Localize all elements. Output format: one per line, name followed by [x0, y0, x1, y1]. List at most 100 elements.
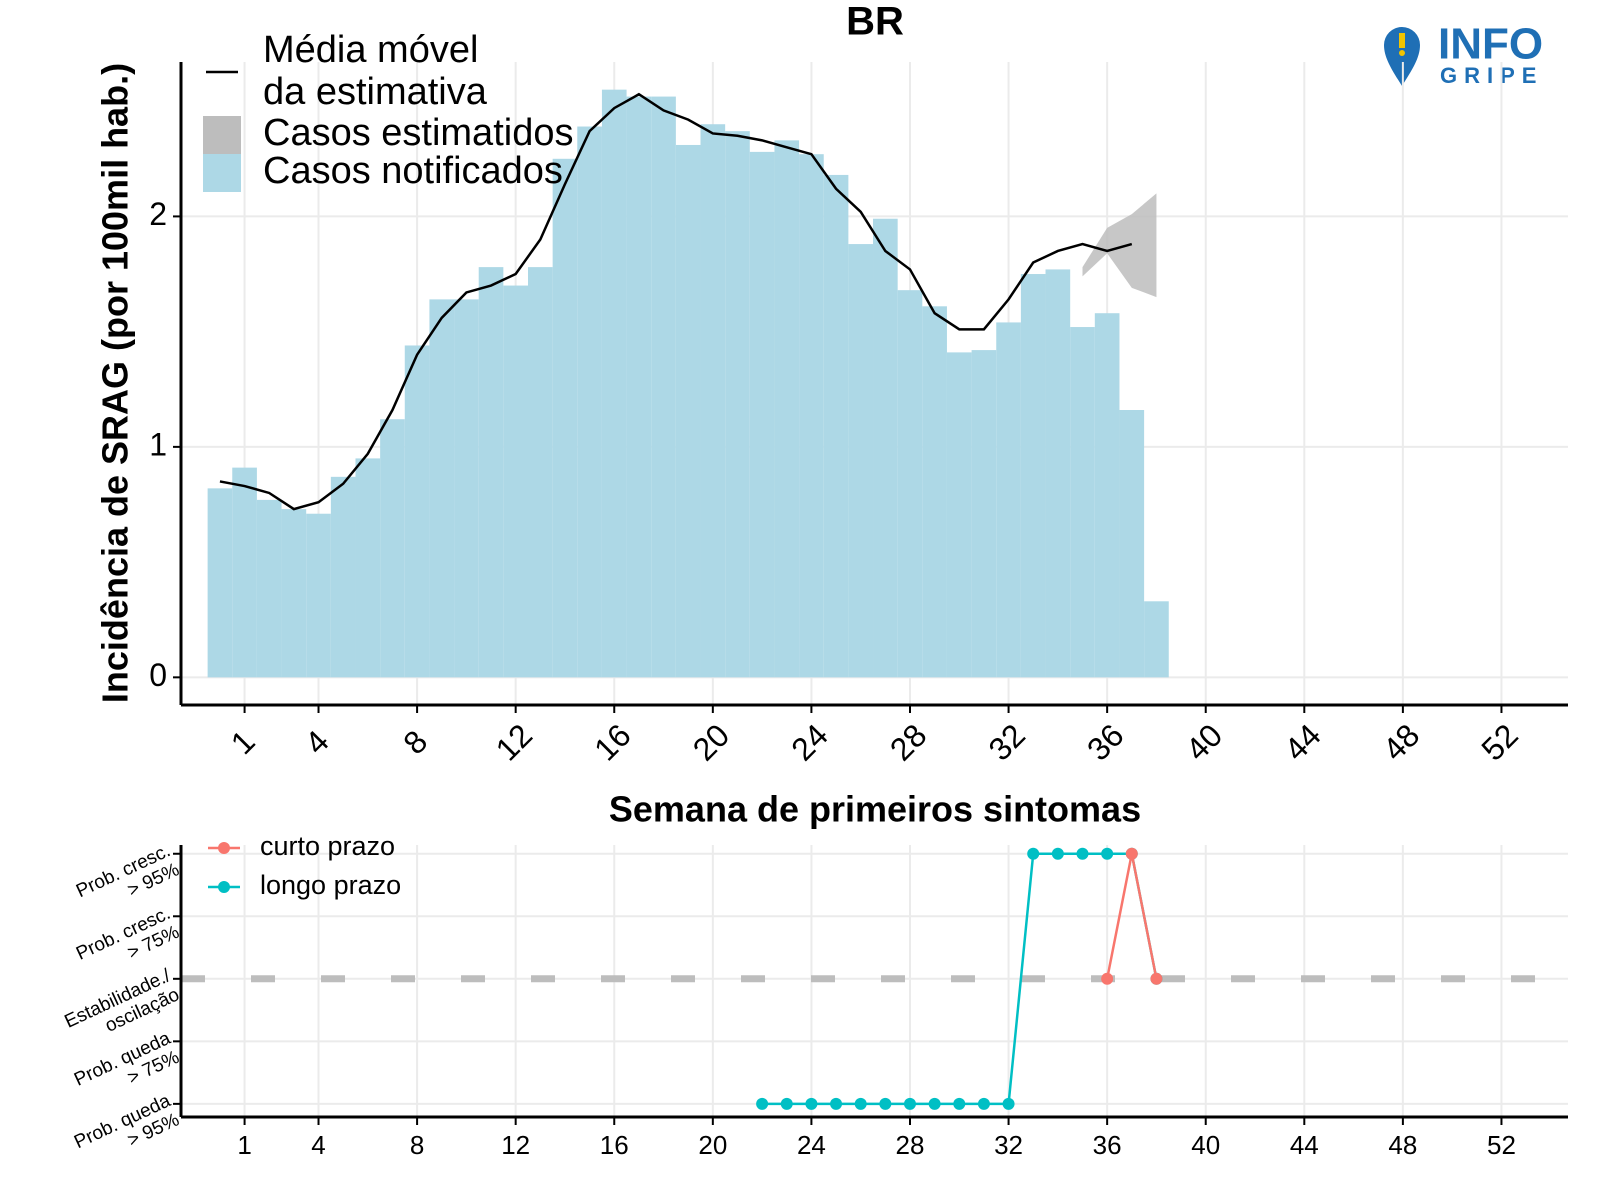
x-tick-label: 40: [1191, 1130, 1220, 1160]
bar: [823, 174, 849, 678]
trend-point: [879, 1097, 892, 1110]
legend-swatch: [218, 842, 230, 854]
x-tick-label: 28: [883, 717, 934, 768]
plot-bottom: Prob. cresc.> 95%Prob. cresc.> 75%Estabi…: [62, 840, 1568, 1172]
trend-point: [1101, 972, 1114, 985]
bar: [626, 96, 652, 678]
bar: [1020, 274, 1046, 678]
legend-label: Casos notificados: [263, 150, 563, 192]
trend-point: [1051, 847, 1064, 860]
x-tick-label: 24: [784, 717, 835, 768]
trend-point: [903, 1097, 916, 1110]
legend-swatch: [218, 881, 230, 893]
trend-point: [1125, 847, 1138, 860]
trend-point: [1101, 847, 1114, 860]
x-tick-label: 44: [1277, 717, 1328, 768]
x-tick-label: 36: [1080, 717, 1131, 768]
logo-text: INFO: [1438, 20, 1543, 69]
bar: [503, 285, 528, 678]
bar: [1144, 601, 1169, 678]
x-tick-label: 24: [797, 1130, 826, 1160]
bar: [355, 458, 381, 678]
trend-point: [1150, 972, 1163, 985]
trend-point: [780, 1097, 793, 1110]
x-tick-label: 20: [698, 1130, 727, 1160]
trend-point: [854, 1097, 867, 1110]
x-tick-label: 4: [298, 723, 336, 761]
bar: [971, 350, 997, 678]
bar: [799, 154, 824, 678]
logo-text: GRIPE: [1440, 63, 1543, 88]
y-tick-label: Prob. queda> 95%: [71, 1090, 183, 1172]
x-tick-label: 32: [981, 717, 1032, 768]
y-tick-label: 2: [149, 196, 167, 232]
x-tick-label: 12: [489, 717, 540, 768]
bar: [281, 509, 307, 678]
trend-point: [1002, 1097, 1015, 1110]
x-tick-label: 8: [410, 1130, 424, 1160]
x-tick-label: 28: [896, 1130, 925, 1160]
bar: [429, 299, 455, 678]
trend-point: [830, 1097, 843, 1110]
bar: [922, 306, 947, 678]
x-tick-label: 36: [1093, 1130, 1122, 1160]
bar: [675, 144, 701, 678]
x-tick-label: 52: [1474, 717, 1525, 768]
x-tick-label: 1: [224, 723, 262, 761]
logo-mark: [1399, 50, 1405, 56]
bar: [700, 124, 726, 678]
trend-point: [953, 1097, 966, 1110]
x-tick-label: 44: [1290, 1130, 1319, 1160]
bar: [404, 345, 430, 678]
bar: [577, 126, 602, 678]
bar: [330, 476, 356, 678]
trend-point: [928, 1097, 941, 1110]
bar: [478, 267, 504, 678]
x-tick-label: 16: [600, 1130, 629, 1160]
x-tick-label: 8: [396, 723, 434, 761]
x-tick-label: 1: [237, 1130, 251, 1160]
legend-label: Média móvel da estimativa: [263, 29, 488, 113]
bar: [552, 158, 578, 678]
bar: [996, 322, 1021, 678]
bar: [454, 299, 479, 678]
trend-point: [756, 1097, 769, 1110]
bar: [848, 244, 874, 678]
trend-point: [1027, 847, 1040, 860]
legend-swatch: [203, 154, 241, 192]
y-tick-label: 0: [149, 657, 167, 693]
legend-label: longo prazo: [260, 870, 401, 900]
x-axis-label: Semana de primeiros sintomas: [609, 789, 1141, 830]
logo: INFO GRIPE: [1384, 20, 1543, 88]
x-tick-label: 16: [587, 717, 638, 768]
bar: [1119, 410, 1145, 678]
trend-point: [1076, 847, 1089, 860]
x-tick-label: 20: [686, 717, 737, 768]
x-tick-label: 12: [501, 1130, 530, 1160]
bar: [306, 513, 331, 678]
logo-pin: [1384, 27, 1420, 86]
legend: curto prazo longo prazo: [208, 831, 401, 900]
bar: [232, 467, 257, 678]
x-tick-label: 48: [1388, 1130, 1417, 1160]
x-tick-label: 40: [1179, 717, 1230, 768]
y-tick-label: 1: [149, 426, 167, 462]
x-tick-label: 52: [1487, 1130, 1516, 1160]
logo-mark: [1399, 33, 1405, 48]
bar: [1094, 313, 1120, 678]
bar: [207, 488, 233, 678]
legend-label: Casos estimatidos: [263, 112, 573, 154]
legend-label: curto prazo: [260, 831, 395, 861]
x-tick-label: 32: [994, 1130, 1023, 1160]
x-tick-label: 48: [1376, 717, 1427, 768]
bar: [897, 290, 923, 678]
bar: [774, 140, 800, 678]
estimate-band: [1082, 193, 1157, 298]
moving-average-line: [219, 92, 1133, 511]
bar: [1070, 327, 1095, 678]
bar: [1045, 269, 1071, 678]
